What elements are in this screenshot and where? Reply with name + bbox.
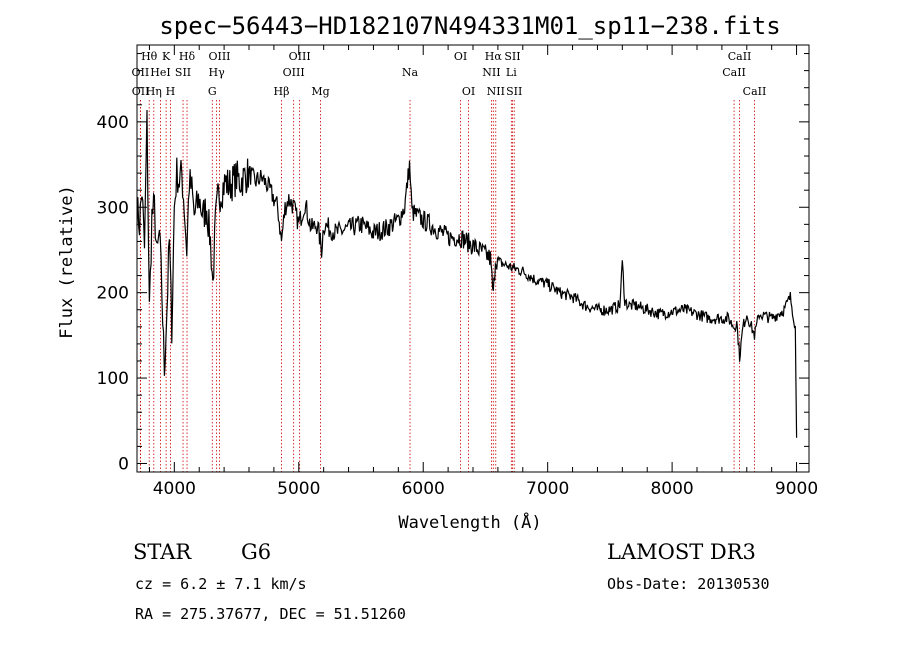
coordinates: RA = 275.37677, DEC = 51.51260 [135, 605, 406, 623]
observation-date: Obs-Date: 20130530 [607, 575, 770, 593]
line-label: OI [454, 50, 467, 63]
y-axis-label: Flux (relative) [57, 185, 77, 339]
line-label: G [208, 85, 217, 98]
line-label: SII [175, 66, 191, 79]
line-label: OII [132, 66, 150, 79]
object-class: STAR [133, 540, 192, 564]
line-label: CaII [743, 85, 767, 98]
line-label: Hθ [141, 50, 158, 63]
line-label: Hη [146, 85, 162, 98]
line-label: OIII [208, 50, 230, 63]
x-tick-label: 9000 [775, 479, 818, 499]
spectrum-line [136, 109, 798, 438]
line-label: H [166, 85, 176, 98]
line-label: OI [462, 85, 475, 98]
y-tick-label: 0 [118, 454, 129, 474]
subclass: G6 [241, 540, 271, 564]
line-label: OII [132, 85, 150, 98]
line-label: Li [506, 66, 517, 79]
line-label: K [162, 50, 171, 63]
line-label: Na [402, 66, 419, 79]
x-tick-label: 7000 [526, 479, 569, 499]
line-label: OIII [283, 66, 305, 79]
survey-name: LAMOST DR3 [607, 540, 756, 564]
redshift-velocity: cz = 6.2 ± 7.1 km/s [135, 575, 307, 593]
axis-ticks: 4000 5000 6000 7000 8000 9000 0 100 200 300 400 [97, 45, 818, 499]
line-label: Hδ [179, 50, 196, 63]
line-label: CaII [722, 66, 746, 79]
plot-frame [136, 44, 810, 473]
x-tick-label: 5000 [277, 479, 320, 499]
chart-title: spec−56443−HD182107N494331M01_sp11−238.f… [159, 12, 780, 40]
x-axis-label: Wavelength (Å) [398, 511, 541, 533]
line-label: Hβ [274, 85, 290, 98]
x-tick-label: 6000 [402, 479, 445, 499]
y-tick-label: 200 [97, 284, 129, 304]
line-label: CaII [728, 50, 752, 63]
line-label: NII [487, 85, 505, 98]
line-label: Mg [311, 85, 329, 98]
line-label: OIII [289, 50, 311, 63]
y-tick-label: 400 [97, 113, 129, 133]
x-tick-label: 8000 [650, 479, 693, 499]
line-label: SII [506, 85, 522, 98]
x-tick-label: 4000 [153, 479, 196, 499]
y-tick-label: 100 [97, 369, 129, 389]
line-label: NII [482, 66, 500, 79]
line-label: Hα [485, 50, 503, 63]
line-label: SII [504, 50, 520, 63]
line-label: Hγ [209, 66, 226, 79]
y-tick-label: 300 [97, 198, 129, 218]
line-label: HeI [150, 66, 170, 79]
